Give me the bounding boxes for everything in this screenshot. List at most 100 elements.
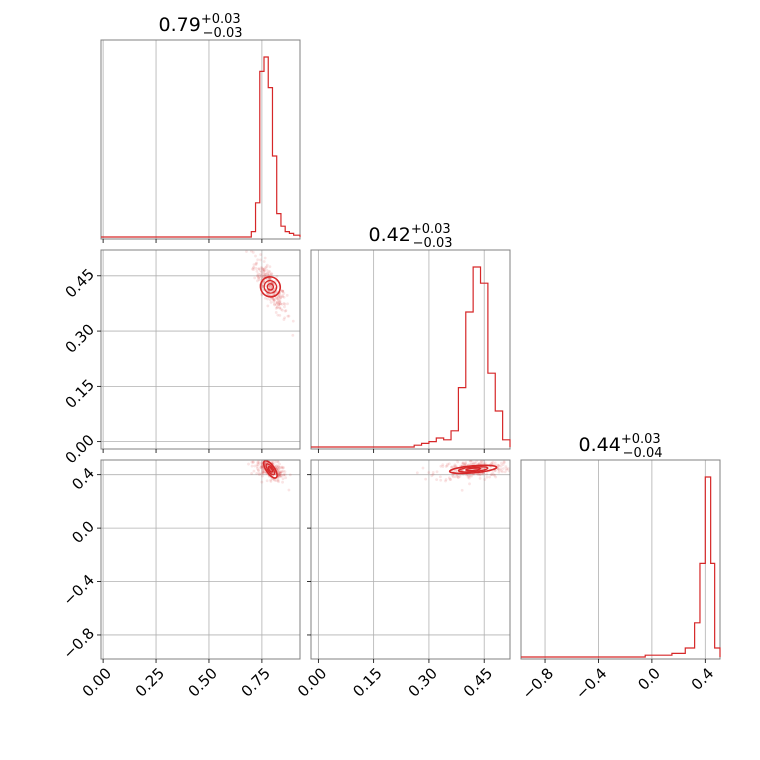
- scatter-point: [266, 272, 269, 276]
- scatter-point: [287, 488, 291, 492]
- scatter-point: [283, 305, 286, 309]
- scatter-point: [282, 301, 286, 305]
- scatter-point: [450, 465, 454, 469]
- scatter-point: [284, 476, 288, 480]
- scatter-point: [245, 453, 248, 456]
- scatter-point: [253, 276, 257, 280]
- scatter-point: [475, 460, 479, 463]
- scatter-point: [470, 474, 473, 478]
- scatter-point: [513, 461, 516, 464]
- scatter-point: [441, 465, 445, 468]
- scatter-point: [259, 466, 263, 469]
- scatter-point: [497, 464, 501, 468]
- scatter-point: [256, 274, 259, 278]
- scatter-point: [261, 273, 265, 277]
- scatter-point: [463, 462, 467, 466]
- scatter-point: [269, 272, 273, 276]
- scatter-point: [456, 475, 460, 479]
- scatter-point: [274, 279, 278, 283]
- scatter-point: [276, 467, 280, 471]
- scatter-point: [261, 271, 265, 275]
- scatter-point: [263, 274, 267, 278]
- scatter-point: [504, 465, 508, 469]
- scatter-point: [261, 285, 264, 288]
- scatter-point: [257, 471, 261, 475]
- scatter-point: [481, 467, 484, 471]
- scatter-point: [276, 301, 279, 305]
- scatter-point: [275, 306, 279, 309]
- x-tick-label: 0.50: [185, 664, 221, 700]
- scatter-point: [255, 465, 259, 468]
- scatter-point: [272, 300, 276, 304]
- scatter-point: [279, 474, 283, 477]
- scatter-point: [265, 265, 269, 269]
- scatter-point: [497, 468, 500, 471]
- scatter-point: [256, 279, 259, 283]
- scatter-point: [281, 289, 285, 293]
- scatter-point: [281, 289, 284, 293]
- scatter-point: [281, 290, 285, 293]
- scatter-point: [431, 472, 435, 476]
- scatter-point: [444, 465, 448, 468]
- scatter-point: [264, 461, 268, 464]
- scatter-point: [260, 472, 263, 476]
- scatter-point: [268, 298, 272, 302]
- scatter-point: [256, 258, 260, 262]
- contour-level: [262, 459, 278, 479]
- scatter-point: [260, 293, 264, 297]
- scatter-point: [461, 468, 465, 472]
- panel-frame: [310, 459, 511, 660]
- scatter-point: [503, 470, 507, 474]
- grid: [544, 460, 706, 659]
- scatter-point: [275, 301, 279, 305]
- scatter-point: [447, 462, 451, 466]
- scatter-point: [259, 253, 263, 256]
- scatter-point: [479, 460, 483, 463]
- contour-level: [448, 464, 498, 475]
- scatter-point: [274, 296, 278, 300]
- scatter-point: [258, 456, 261, 459]
- scatter-point: [257, 267, 261, 271]
- scatter-point: [261, 267, 265, 271]
- scatter-point: [274, 311, 278, 314]
- scatter-point: [265, 263, 269, 267]
- scatter-point: [277, 475, 281, 478]
- scatter-point: [286, 302, 289, 306]
- x-tick-label: 0.25: [132, 664, 168, 700]
- scatter-point: [283, 473, 287, 477]
- scatter-point: [281, 477, 285, 481]
- scatter-point: [277, 465, 280, 469]
- scatter-point: [255, 455, 258, 458]
- scatter-point: [265, 479, 269, 483]
- scatter-point: [261, 470, 265, 474]
- scatter-point: [502, 461, 506, 464]
- scatter-point: [279, 470, 283, 474]
- scatter-point: [255, 463, 259, 467]
- scatter-point: [263, 470, 266, 474]
- y-tick-label: 0.45: [62, 265, 98, 301]
- scatter-point: [488, 475, 491, 479]
- scatter-point: [464, 462, 467, 466]
- scatter-point: [279, 471, 282, 475]
- scatter-point: [469, 460, 472, 463]
- scatter-point: [283, 316, 287, 320]
- scatter-point: [261, 474, 264, 478]
- scatter-point: [469, 462, 473, 466]
- scatter-point: [461, 462, 465, 466]
- scatter-point: [278, 300, 281, 303]
- scatter-point: [263, 256, 267, 260]
- scatter-point: [502, 467, 505, 470]
- scatter-point: [252, 469, 256, 473]
- scatter-point: [280, 470, 284, 474]
- scatter-point: [279, 475, 283, 479]
- scatter-point: [265, 450, 268, 453]
- scatter-point: [259, 466, 262, 469]
- scatter-point: [275, 296, 279, 300]
- scatter-point: [276, 295, 280, 299]
- y-tick-label: 0.4: [68, 464, 98, 494]
- grid: [311, 460, 510, 659]
- scatter-point: [277, 303, 281, 307]
- contour-level: [259, 276, 282, 298]
- scatter-point: [502, 460, 506, 464]
- scatter-point: [275, 303, 278, 307]
